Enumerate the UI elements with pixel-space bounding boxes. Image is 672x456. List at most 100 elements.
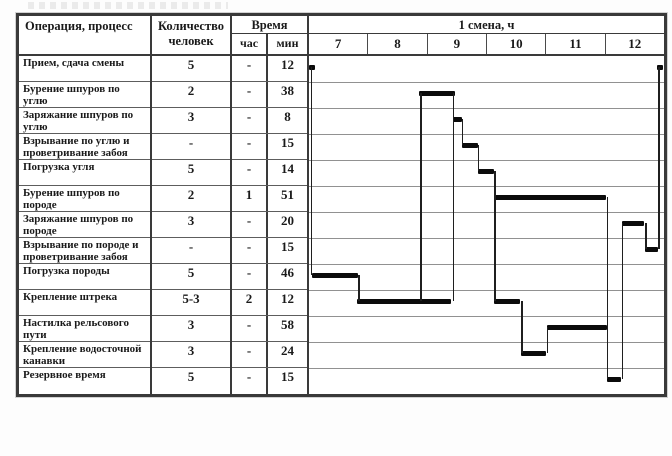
time-cell-row-0: -12 [232, 56, 307, 82]
operation-rows: Прием, сдача смены Бурение шпуров по углю… [19, 56, 150, 394]
minute-value-row-10: 58 [266, 316, 307, 341]
operation-cell-row-7: Взрывание по породе и проветривание забо… [19, 238, 150, 264]
hour-value-row-4: - [246, 161, 252, 176]
connector-line [621, 223, 624, 379]
hour-value-row-6: - [246, 213, 252, 228]
chart-header: 1 смена, ч 7 8 9 10 11 12 [309, 16, 664, 56]
time-column-header: Время час мин [232, 16, 307, 56]
people-cell-row-11: 3 [152, 342, 230, 368]
minute-value-row-0: 12 [266, 56, 307, 81]
minute-value-row-12: 15 [266, 368, 307, 394]
operation-column: Операция, процесс Прием, сдача смены Буре… [19, 16, 150, 394]
people-cell-row-9: 5-3 [152, 290, 230, 316]
hour-value-row-0: - [246, 57, 252, 72]
row-gridline [309, 342, 664, 343]
gantt-bar-row-10 [546, 325, 607, 330]
hour-value-row-12: - [246, 369, 252, 384]
gantt-bar-row-12 [606, 377, 621, 382]
people-cell-row-12: 5 [187, 369, 195, 384]
hour-tick-9: 9 [426, 34, 486, 54]
time-cell-row-7: -15 [232, 238, 307, 264]
hour-value-row-3: - [246, 135, 252, 150]
hour-tick-7: 7 [334, 36, 342, 51]
row-gridline [309, 290, 664, 291]
people-cell-row-2: 3 [152, 108, 230, 134]
operation-cell-row-3: Взрывание по углю и проветривание забоя [19, 134, 150, 160]
shift-title: 1 смена, ч [309, 16, 664, 34]
minute-value-row-7: 15 [266, 238, 307, 263]
row-gridline [309, 238, 664, 239]
hour-value-row-1: - [246, 83, 252, 98]
connector-line [461, 119, 464, 145]
time-cell-row-11: -24 [232, 342, 307, 368]
operation-cell-row-11: Крепление водосточной канавки [19, 342, 150, 368]
time-cell-row-10: -58 [232, 316, 307, 342]
people-count-column: Количество человек 5 2 3-5 2 3-5 5-3 3 3 5 [150, 16, 230, 394]
connector-line [521, 301, 523, 353]
minute-value-row-11: 24 [266, 342, 307, 367]
hour-tick-12: 12 [604, 34, 664, 54]
row-gridline [309, 212, 664, 213]
connector-line [358, 275, 360, 301]
minute-value-row-8: 46 [266, 264, 307, 289]
people-cell-row-8: 5 [152, 264, 230, 290]
row-gridline [309, 316, 664, 317]
hour-tick-11: 11 [545, 34, 604, 54]
gantt-bar-row-5 [494, 195, 606, 200]
time-rows: -12-38-8-15-14 1 51-20-15-46 2 12-58-24-15 [232, 56, 307, 394]
row-gridline [309, 368, 664, 369]
operation-cell-row-8: Погрузка породы [19, 264, 150, 290]
people-cell-row-6: 3 [152, 212, 230, 238]
hour-value-row-9: 2 [245, 291, 253, 306]
time-subheader: час мин [232, 34, 307, 54]
time-cell-row-12: -15 [232, 368, 307, 394]
gantt-bar-row-4 [477, 169, 495, 174]
time-cell-row-1: -38 [232, 82, 307, 108]
minute-value-row-4: 14 [266, 160, 307, 185]
row-gridline [309, 264, 664, 265]
time-cell-row-9: 2 12 [232, 290, 307, 316]
row-gridline [309, 186, 664, 187]
minute-value-row-5: 51 [266, 186, 307, 211]
connector-line [494, 171, 496, 301]
gantt-bar-row-11 [521, 351, 546, 356]
connector-line [310, 67, 313, 275]
hour-tick-10: 10 [485, 34, 545, 54]
people-cell-row-7: - [152, 238, 230, 264]
hour-value-row-10: - [246, 317, 252, 332]
connector-line [477, 145, 480, 171]
time-cell-row-8: -46 [232, 264, 307, 290]
people-cell-row-4: 5 [152, 160, 230, 186]
people-cell-row-0: 5 [152, 56, 230, 82]
people-cell-row-1: 2 [152, 82, 230, 108]
people-cell-row-10: 3 [152, 316, 230, 342]
operation-cell-row-4: Погрузка угля [19, 160, 150, 186]
gantt-bar-row-2 [452, 117, 462, 122]
connector-line [546, 327, 549, 353]
gantt-bar-row-8 [311, 273, 359, 278]
time-column: Время час мин -12-38-8-15-14 1 51-20-15-46… [230, 16, 307, 394]
connector-line [645, 223, 647, 249]
time-cell-row-5: 1 51 [232, 186, 307, 212]
minute-value-row-1: 38 [266, 82, 307, 107]
row-gridline [309, 134, 664, 135]
shift-cycle-table: Операция, процесс Прием, сдача смены Буре… [16, 13, 667, 397]
time-cell-row-6: -20 [232, 212, 307, 238]
scan-noise-artifact [28, 2, 228, 9]
operation-cell-row-12: Резервное время [23, 369, 106, 381]
minute-value-row-6: 20 [266, 212, 307, 237]
minute-value-row-2: 8 [266, 108, 307, 133]
operation-cell-row-9: Крепление штрека [19, 290, 150, 316]
hour-value-row-2: - [246, 109, 252, 124]
gantt-bar-row-1 [419, 91, 455, 96]
people-count-rows: 5 2 3-5 2 3-5 5-3 3 3 5 [152, 56, 230, 394]
hour-value-row-11: - [246, 343, 252, 358]
operation-column-header: Операция, процесс [19, 16, 150, 56]
gantt-chart-column: 1 смена, ч 7 8 9 10 11 12 [307, 16, 664, 394]
gantt-bar-row-0 [657, 65, 663, 70]
people-count-header: Количество человек [152, 16, 230, 56]
time-cell-row-3: -15 [232, 134, 307, 160]
time-cell-row-4: -14 [232, 160, 307, 186]
time-cell-row-2: -8 [232, 108, 307, 134]
